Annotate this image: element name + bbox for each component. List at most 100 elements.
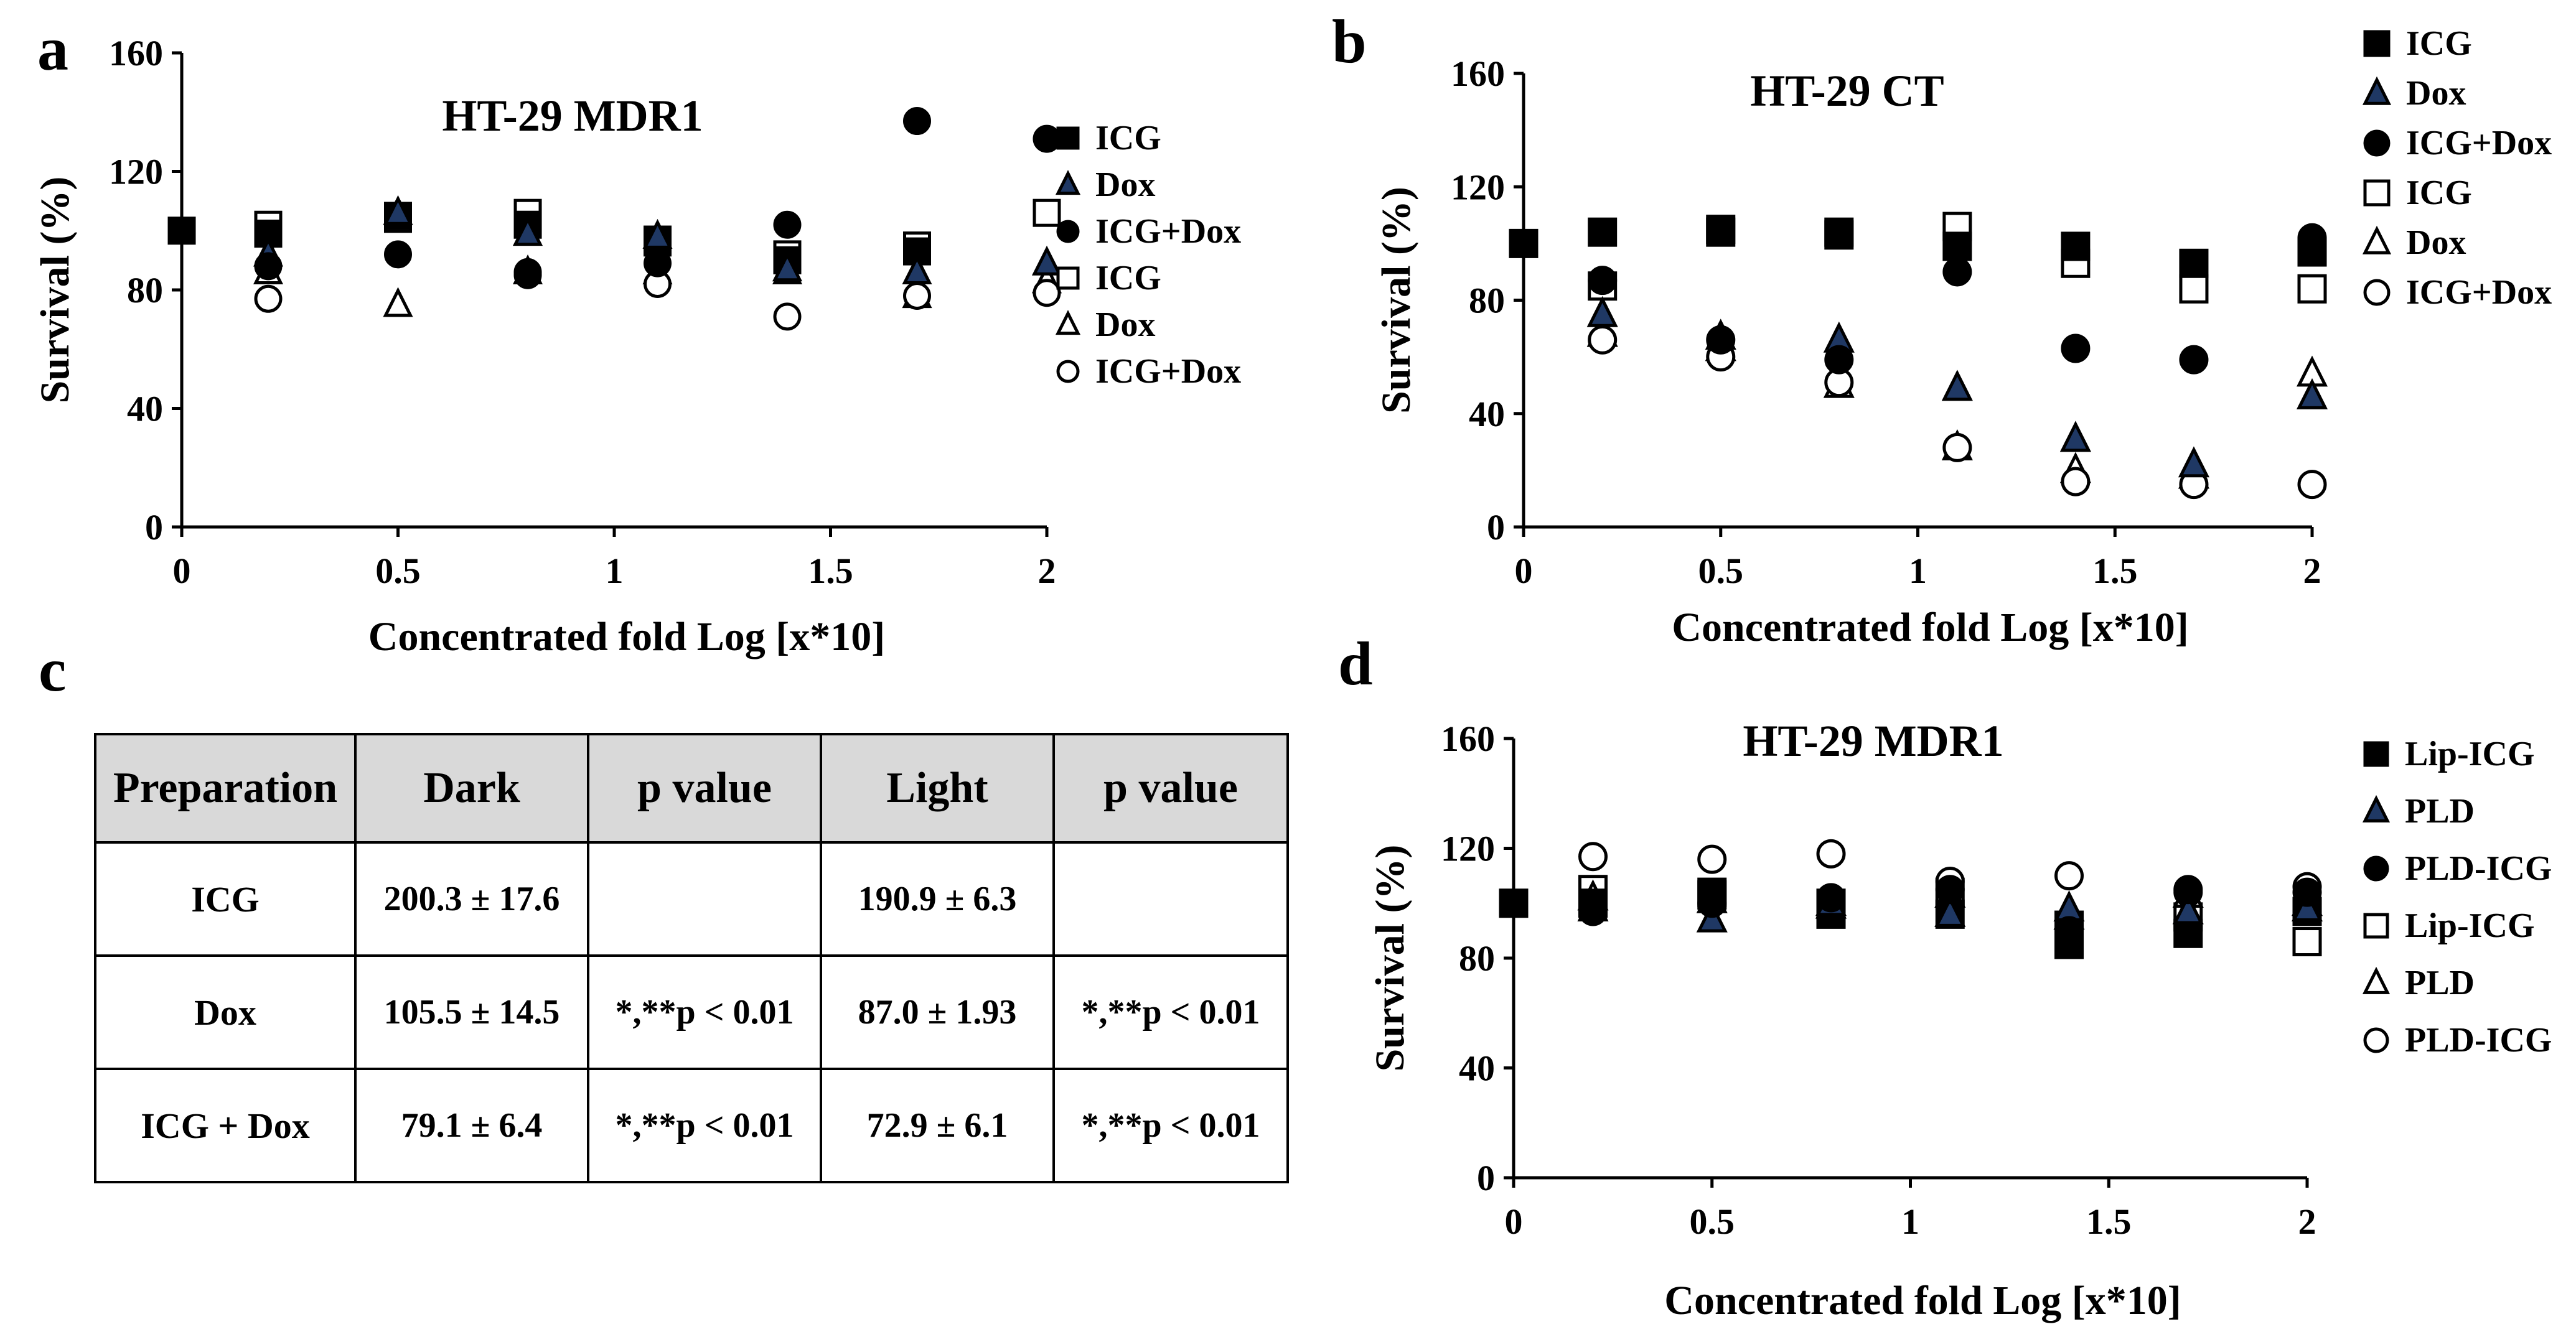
data-point xyxy=(773,302,802,331)
data-point xyxy=(902,254,932,285)
x-tick-label: 2 xyxy=(2303,551,2321,591)
data-point xyxy=(2061,231,2091,261)
legend-marker xyxy=(2362,225,2392,254)
table-cell: 105.5 ± 14.5 xyxy=(354,954,589,1070)
data-point xyxy=(1586,296,1618,327)
x-tick-label: 1.5 xyxy=(808,551,853,591)
legend-marker xyxy=(2362,966,2391,994)
data-point xyxy=(2173,875,2203,905)
legend-marker xyxy=(1056,220,1080,243)
data-point xyxy=(2061,467,2091,496)
table-cell: 79.1 ± 6.4 xyxy=(354,1068,589,1183)
data-point xyxy=(903,282,931,310)
legend-label: PLD xyxy=(2405,964,2475,1002)
results-table: Preparation Dark p value Light p value I… xyxy=(94,733,1289,1183)
data-point xyxy=(513,258,542,286)
x-tick-label: 1 xyxy=(1901,1201,1919,1242)
y-tick-label: 120 xyxy=(1451,167,1505,207)
data-point xyxy=(1033,198,1061,227)
legend-label: ICG+Dox xyxy=(2406,124,2552,162)
y-tick-label: 80 xyxy=(127,270,163,310)
legend-marker xyxy=(2363,30,2391,57)
x-tick-label: 1.5 xyxy=(2092,551,2138,591)
legend-label: PLD-ICG xyxy=(2405,849,2552,888)
y-tick-label: 40 xyxy=(1469,394,1505,434)
data-point xyxy=(2297,223,2327,253)
data-point xyxy=(1588,217,1618,247)
y-tick-label: 0 xyxy=(1487,507,1505,548)
legend-marker xyxy=(2363,179,2391,207)
table-cell: ICG + Dox xyxy=(94,1068,357,1183)
data-point xyxy=(1509,228,1539,258)
data-point xyxy=(1934,895,1966,927)
legend-marker xyxy=(2363,1027,2389,1053)
x-axis-label: Concentrated fold Log [x*10] xyxy=(1664,1278,2181,1323)
legend-marker xyxy=(1055,310,1081,335)
data-point xyxy=(2179,345,2209,375)
legend-label: ICG xyxy=(1095,119,1161,157)
data-point xyxy=(642,218,673,249)
legend-label: ICG+Dox xyxy=(2406,273,2552,312)
data-point xyxy=(2179,248,2209,278)
data-point xyxy=(1941,370,1973,401)
data-point xyxy=(1942,231,1972,261)
data-point xyxy=(254,284,283,313)
data-point xyxy=(2297,470,2327,500)
table-row: ICG 200.3 ± 17.6 190.9 ± 6.3 xyxy=(94,841,1289,957)
table-cell: Dox xyxy=(94,954,357,1070)
table-header-cell: Preparation xyxy=(94,733,357,844)
data-point xyxy=(903,107,931,136)
legend-label: Dox xyxy=(2406,223,2466,262)
data-point xyxy=(2172,893,2204,925)
data-point xyxy=(1706,217,1736,247)
data-point xyxy=(2179,274,2209,304)
table-cell: 190.9 ± 6.3 xyxy=(820,841,1055,957)
legend-marker xyxy=(2362,76,2392,105)
legend-label: ICG+Dox xyxy=(1095,212,1241,251)
data-point xyxy=(1499,888,1529,918)
x-tick-label: 2 xyxy=(2298,1201,2316,1242)
y-tick-label: 120 xyxy=(1441,829,1495,869)
legend-marker xyxy=(1055,170,1081,195)
data-point xyxy=(2296,378,2328,409)
legend-marker xyxy=(2362,794,2391,822)
data-point xyxy=(1935,875,1965,905)
legend-label: PLD-ICG xyxy=(2405,1021,2552,1060)
y-tick-label: 160 xyxy=(109,33,163,73)
table-cell: ICG xyxy=(94,841,357,957)
table-cell xyxy=(587,841,822,957)
legend-label: ICG+Dox xyxy=(1095,352,1241,391)
data-point xyxy=(1816,883,1846,913)
chart-b: 0 40 80 120 160 0 0.5 1 1.5 2 Concentrated fold Lo… xyxy=(1374,24,2552,650)
data-point xyxy=(1816,839,1846,869)
y-axis-label: Survival (%) xyxy=(1374,187,1419,414)
y-tick-label: 0 xyxy=(1477,1158,1495,1198)
panel-label-b: b xyxy=(1332,7,1367,76)
table-header-cell: Dark xyxy=(354,733,589,844)
table-cell: *,**p < 0.01 xyxy=(587,954,822,1070)
table-header-row: Preparation Dark p value Light p value xyxy=(94,733,1289,844)
data-point xyxy=(1578,842,1608,872)
x-tick-label: 1.5 xyxy=(2086,1201,2132,1242)
x-tick-label: 1 xyxy=(606,551,624,591)
data-point xyxy=(1578,897,1608,926)
table-cell: *,**p < 0.01 xyxy=(587,1068,822,1183)
legend-marker xyxy=(2363,741,2389,767)
legend-label: ICG xyxy=(2406,24,2472,63)
data-point xyxy=(384,240,412,269)
table-cell: *,**p < 0.01 xyxy=(1052,1068,1289,1183)
data-point xyxy=(2059,421,2091,452)
legend-label: Lip-ICG xyxy=(2405,735,2535,773)
legend-marker xyxy=(2363,913,2389,939)
y-tick-label: 160 xyxy=(1451,54,1505,94)
legend-label: PLD xyxy=(2405,792,2475,831)
x-tick-label: 0.5 xyxy=(1698,551,1744,591)
data-point xyxy=(2292,877,2322,907)
data-point xyxy=(167,217,196,245)
data-point xyxy=(1033,279,1061,307)
data-point xyxy=(1942,432,1972,462)
legend-label: Dox xyxy=(1095,305,1155,344)
y-tick-label: 80 xyxy=(1469,281,1505,321)
legend-label: Dox xyxy=(2406,74,2466,113)
